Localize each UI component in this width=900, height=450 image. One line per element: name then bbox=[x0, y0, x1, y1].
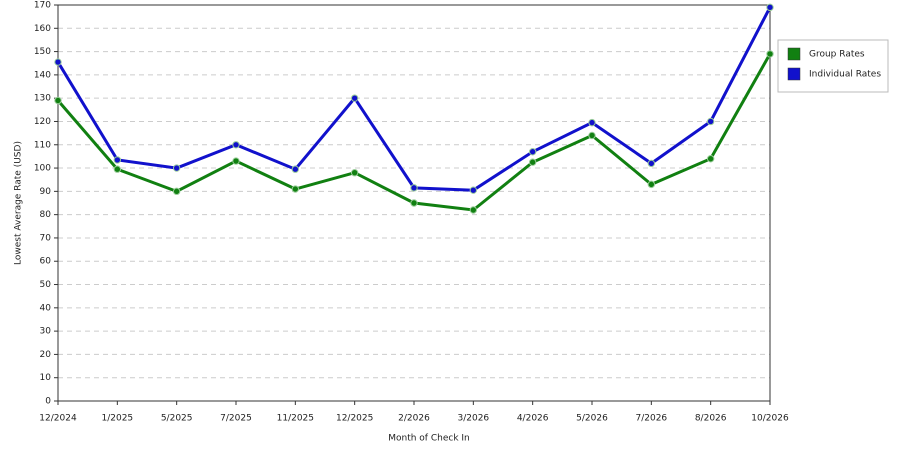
y-tick-label: 50 bbox=[40, 280, 52, 290]
data-point bbox=[647, 180, 656, 189]
data-point bbox=[54, 58, 62, 66]
data-point bbox=[113, 165, 122, 173]
data-point bbox=[766, 50, 774, 58]
data-point bbox=[528, 158, 537, 166]
x-tick-label: 8/2026 bbox=[695, 414, 727, 424]
x-tick-label: 1/2025 bbox=[101, 414, 133, 424]
x-tick-label: 12/2025 bbox=[336, 414, 373, 424]
data-point bbox=[54, 96, 62, 105]
data-point bbox=[232, 157, 240, 165]
data-point bbox=[588, 118, 596, 127]
data-point bbox=[469, 186, 478, 194]
y-tick-label: 110 bbox=[34, 140, 51, 150]
legend-label: Group Rates bbox=[809, 50, 865, 60]
data-point bbox=[410, 199, 418, 207]
data-point bbox=[588, 131, 596, 140]
y-tick-label: 160 bbox=[34, 24, 51, 34]
y-tick-label: 60 bbox=[40, 257, 52, 267]
x-tick-label: 5/2025 bbox=[161, 414, 193, 424]
y-tick-label: 70 bbox=[40, 233, 52, 243]
data-point bbox=[232, 141, 240, 149]
data-point bbox=[766, 3, 774, 12]
data-point bbox=[706, 117, 715, 126]
legend-swatch bbox=[787, 67, 801, 81]
data-point bbox=[706, 155, 715, 163]
y-tick-label: 120 bbox=[34, 117, 51, 127]
data-point bbox=[528, 148, 537, 156]
y-tick-label: 140 bbox=[34, 70, 51, 80]
legend-label: Individual Rates bbox=[809, 70, 881, 80]
data-point bbox=[647, 159, 656, 168]
x-tick-label: 2/2026 bbox=[398, 414, 430, 424]
y-tick-label: 100 bbox=[34, 164, 51, 174]
x-tick-label: 10/2026 bbox=[751, 414, 789, 424]
data-point bbox=[113, 156, 122, 164]
data-point bbox=[350, 94, 359, 102]
y-tick-label: 40 bbox=[40, 303, 52, 313]
y-tick-label: 90 bbox=[40, 187, 52, 197]
data-point bbox=[410, 184, 418, 192]
y-tick-label: 20 bbox=[40, 350, 52, 360]
legend-swatch bbox=[787, 47, 801, 61]
y-tick-label: 80 bbox=[40, 210, 52, 220]
data-point bbox=[291, 165, 300, 173]
data-point bbox=[172, 187, 181, 196]
y-tick-label: 170 bbox=[34, 1, 51, 11]
data-point bbox=[350, 169, 359, 177]
data-point bbox=[469, 206, 478, 214]
y-tick-label: 130 bbox=[34, 94, 51, 104]
y-tick-label: 30 bbox=[40, 327, 52, 337]
x-tick-label: 3/2026 bbox=[457, 414, 489, 424]
x-tick-label: 4/2026 bbox=[517, 414, 549, 424]
x-tick-label: 12/2024 bbox=[39, 414, 77, 424]
x-tick-label: 7/2025 bbox=[220, 414, 252, 424]
x-tick-label: 11/2025 bbox=[277, 414, 314, 424]
data-point bbox=[291, 185, 300, 193]
y-tick-label: 0 bbox=[45, 397, 51, 407]
y-tick-label: 10 bbox=[40, 373, 52, 383]
x-tick-label: 5/2026 bbox=[576, 414, 608, 424]
y-axis-title: Lowest Average Rate (USD) bbox=[14, 141, 24, 265]
x-tick-label: 7/2026 bbox=[635, 414, 667, 424]
y-tick-label: 150 bbox=[34, 47, 51, 57]
x-axis-title: Month of Check In bbox=[388, 434, 470, 444]
series-line bbox=[56, 6, 772, 192]
data-point bbox=[172, 164, 181, 172]
